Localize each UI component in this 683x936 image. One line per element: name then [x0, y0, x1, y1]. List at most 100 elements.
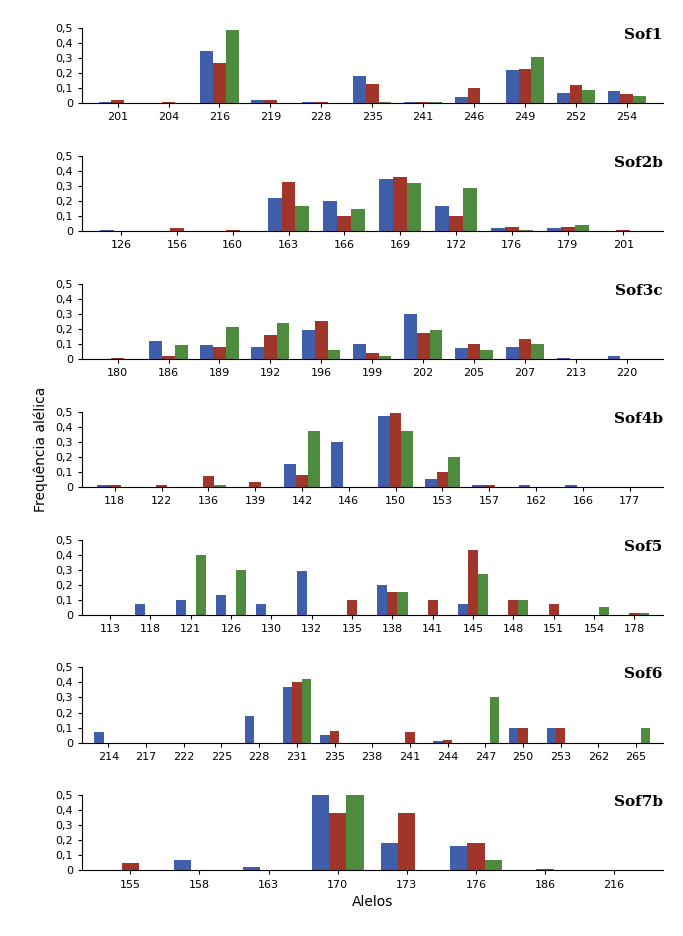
Bar	[570, 85, 583, 103]
Bar	[323, 201, 337, 231]
Bar	[331, 442, 343, 487]
Bar	[574, 226, 589, 231]
Bar	[98, 102, 111, 103]
Bar	[509, 727, 518, 742]
Bar	[97, 486, 109, 487]
Bar	[268, 198, 281, 231]
Bar	[264, 335, 277, 359]
Text: Sof5: Sof5	[624, 539, 663, 553]
Bar	[225, 229, 240, 231]
Bar	[381, 843, 398, 870]
Bar	[302, 330, 315, 359]
Bar	[196, 554, 206, 615]
Y-axis label: Frequência alélica: Frequência alélica	[34, 387, 48, 512]
Bar	[561, 227, 574, 231]
Bar	[468, 88, 480, 103]
Bar	[490, 697, 499, 742]
Bar	[478, 574, 488, 615]
Bar	[256, 605, 266, 615]
Text: Sof4b: Sof4b	[613, 412, 663, 426]
Bar	[620, 95, 633, 103]
Bar	[378, 102, 391, 103]
Bar	[135, 605, 145, 615]
Bar	[296, 475, 308, 487]
Bar	[337, 216, 351, 231]
Bar	[378, 356, 391, 359]
Bar	[583, 90, 595, 103]
Bar	[311, 788, 329, 870]
Bar	[251, 100, 264, 103]
Bar	[320, 735, 330, 742]
Bar	[296, 206, 309, 231]
Bar	[296, 571, 307, 615]
Bar	[407, 183, 421, 231]
Bar	[531, 344, 544, 359]
Bar	[94, 732, 104, 742]
Bar	[518, 727, 528, 742]
Bar	[347, 600, 357, 615]
Bar	[480, 350, 493, 359]
Bar	[366, 353, 378, 359]
Bar	[200, 345, 213, 359]
Bar	[379, 179, 393, 231]
Bar	[242, 868, 260, 870]
Bar	[435, 206, 449, 231]
Bar	[450, 846, 467, 870]
Bar	[377, 585, 387, 615]
Bar	[398, 592, 408, 615]
Bar	[353, 76, 366, 103]
Bar	[387, 592, 398, 615]
Bar	[518, 600, 529, 615]
Bar	[351, 209, 365, 231]
Bar	[641, 727, 650, 742]
Bar	[546, 727, 556, 742]
Bar	[608, 92, 620, 103]
Bar	[302, 680, 311, 742]
Text: Sof3c: Sof3c	[615, 284, 663, 298]
Bar	[404, 102, 417, 103]
Bar	[417, 102, 430, 103]
Bar	[484, 860, 502, 870]
Bar	[175, 345, 188, 359]
Bar	[546, 228, 561, 231]
Bar	[156, 486, 167, 487]
Bar	[264, 100, 277, 103]
Text: Sof1: Sof1	[624, 28, 663, 42]
Bar	[455, 348, 468, 359]
Bar	[404, 314, 417, 359]
Bar	[405, 732, 415, 742]
Bar	[226, 30, 238, 103]
Bar	[633, 95, 646, 103]
Bar	[617, 229, 630, 231]
Bar	[100, 229, 114, 231]
Bar	[330, 731, 339, 742]
Bar	[308, 431, 320, 487]
Bar	[226, 328, 238, 359]
Text: Sof7b: Sof7b	[613, 796, 663, 810]
Bar	[449, 216, 463, 231]
Bar	[216, 595, 226, 615]
Bar	[122, 863, 139, 870]
Bar	[557, 93, 570, 103]
Bar	[455, 97, 468, 103]
Bar	[111, 100, 124, 103]
Bar	[390, 413, 402, 487]
Bar	[548, 605, 559, 615]
Bar	[162, 356, 175, 359]
Bar	[162, 102, 175, 103]
Bar	[315, 102, 328, 103]
Bar	[519, 229, 533, 231]
Bar	[236, 570, 247, 615]
Bar	[353, 344, 366, 359]
Bar	[173, 860, 191, 870]
Bar	[443, 739, 452, 742]
Bar	[508, 600, 518, 615]
Bar	[425, 479, 436, 487]
Bar	[599, 607, 609, 615]
Bar	[277, 323, 290, 359]
Bar	[491, 228, 505, 231]
Text: Sof2b: Sof2b	[613, 156, 663, 170]
Bar	[315, 321, 328, 359]
Bar	[378, 417, 390, 487]
Bar	[398, 813, 415, 870]
